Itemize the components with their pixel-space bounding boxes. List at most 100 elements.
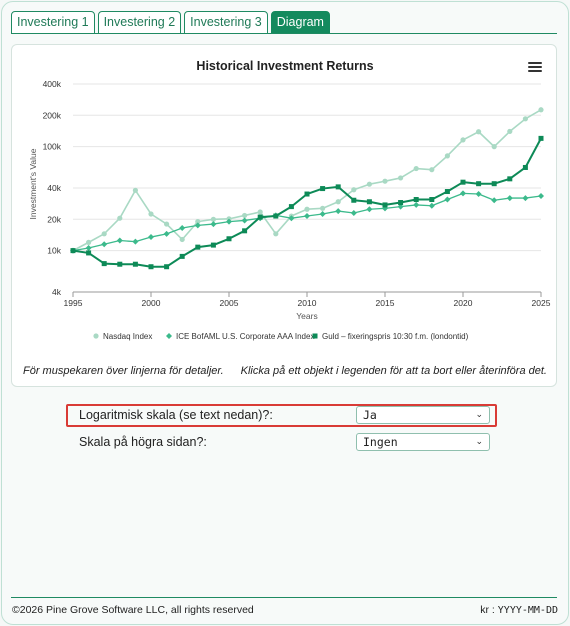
data-point bbox=[226, 218, 232, 225]
y-tick-label: 4k bbox=[52, 287, 62, 297]
data-point bbox=[116, 237, 123, 244]
x-tick-label: 2020 bbox=[454, 298, 473, 308]
data-point bbox=[242, 228, 248, 234]
data-point bbox=[132, 187, 138, 193]
data-point bbox=[86, 250, 92, 256]
data-point bbox=[476, 181, 482, 187]
data-point bbox=[491, 197, 498, 204]
x-tick-label: 1995 bbox=[64, 298, 83, 308]
data-point bbox=[179, 236, 185, 243]
data-point bbox=[319, 210, 326, 217]
data-point bbox=[460, 179, 466, 185]
data-point bbox=[226, 236, 232, 242]
data-point bbox=[132, 238, 139, 245]
data-point bbox=[179, 253, 185, 259]
right-scale-select[interactable]: Ingen ⌄ bbox=[356, 433, 490, 451]
data-point bbox=[304, 213, 310, 220]
data-point bbox=[444, 189, 450, 195]
data-point bbox=[350, 209, 357, 216]
series-1 bbox=[70, 107, 544, 254]
highlight-box bbox=[66, 404, 497, 427]
x-tick-label: 2015 bbox=[376, 298, 395, 308]
legend-marker bbox=[166, 333, 172, 339]
data-point bbox=[413, 165, 419, 172]
y-tick-label: 100k bbox=[43, 142, 62, 152]
data-point bbox=[382, 178, 388, 184]
tab-investering-2[interactable]: Investering 2 bbox=[97, 11, 182, 34]
tab-divider bbox=[11, 33, 557, 34]
data-point bbox=[101, 241, 108, 248]
log-scale-select[interactable]: Ja ⌄ bbox=[356, 406, 490, 424]
data-point bbox=[273, 213, 279, 219]
data-point bbox=[444, 196, 451, 203]
data-point bbox=[320, 205, 326, 211]
data-point bbox=[117, 215, 123, 221]
y-tick-label: 10k bbox=[47, 246, 61, 256]
data-point bbox=[429, 197, 435, 203]
right-scale-option: Skala på högra sidan?: Ingen ⌄ bbox=[69, 433, 495, 453]
tab-investering-1[interactable]: Investering 1 bbox=[11, 11, 95, 34]
x-tick-label: 2010 bbox=[298, 298, 317, 308]
legend-marker bbox=[93, 333, 99, 339]
data-point bbox=[242, 212, 248, 219]
data-point bbox=[460, 190, 466, 197]
currency-date-info: kr : YYYY-MM-DD bbox=[480, 604, 558, 616]
data-point bbox=[163, 230, 170, 237]
legend-label: Guld – fixeringspris 10:30 f.m. (londont… bbox=[322, 332, 469, 341]
y-tick-label: 20k bbox=[47, 214, 61, 224]
data-point bbox=[476, 129, 482, 135]
data-point bbox=[86, 239, 92, 245]
data-point bbox=[413, 201, 420, 208]
data-point bbox=[288, 204, 294, 210]
data-point bbox=[70, 248, 76, 254]
data-point bbox=[148, 211, 154, 217]
chart: Historical Investment Returns 4k 10k 20k 40k… bbox=[28, 59, 551, 341]
data-point bbox=[522, 195, 529, 202]
data-point bbox=[195, 219, 201, 225]
data-point bbox=[522, 116, 528, 122]
data-point bbox=[101, 231, 107, 237]
data-point bbox=[366, 206, 373, 213]
data-point bbox=[538, 193, 544, 200]
data-point bbox=[475, 191, 482, 198]
data-point bbox=[507, 128, 513, 135]
data-point bbox=[148, 264, 154, 270]
data-point bbox=[241, 217, 248, 224]
legend-item-3[interactable]: Guld – fixeringspris 10:30 f.m. (londont… bbox=[312, 332, 469, 341]
legend-item-1[interactable]: Nasdaq Index bbox=[93, 332, 152, 341]
data-point bbox=[382, 202, 388, 208]
data-point bbox=[194, 222, 201, 229]
data-point bbox=[522, 164, 528, 170]
legend-label: ICE BofAML U.S. Corporate AAA Index bbox=[176, 332, 314, 341]
chart-card: Historical Investment Returns 4k 10k 20k 40k… bbox=[11, 44, 557, 387]
data-point bbox=[460, 137, 466, 143]
data-point bbox=[85, 244, 92, 251]
legend-item-2[interactable]: ICE BofAML U.S. Corporate AAA Index bbox=[166, 332, 314, 341]
data-point bbox=[428, 202, 435, 209]
right-scale-value: Ingen bbox=[363, 435, 398, 449]
series-3 bbox=[70, 135, 544, 270]
data-point bbox=[444, 153, 450, 159]
data-point bbox=[288, 215, 295, 222]
tab-diagram[interactable]: Diagram bbox=[270, 11, 330, 34]
x-tick-label: 2005 bbox=[220, 298, 239, 308]
data-point bbox=[273, 231, 279, 237]
y-tick-label: 40k bbox=[47, 183, 61, 193]
tab-investering-3[interactable]: Investering 3 bbox=[184, 11, 268, 34]
data-point bbox=[538, 107, 544, 113]
legend-marker bbox=[312, 333, 318, 339]
data-point bbox=[351, 187, 357, 193]
data-point bbox=[398, 200, 404, 206]
data-point bbox=[335, 199, 341, 205]
hamburger-menu-icon[interactable] bbox=[528, 62, 542, 74]
x-axis-title: Years bbox=[296, 311, 317, 321]
legend-label: Nasdaq Index bbox=[103, 332, 152, 341]
data-point bbox=[397, 203, 404, 210]
data-point bbox=[304, 206, 310, 212]
data-point bbox=[117, 261, 123, 267]
x-tick-label: 2000 bbox=[142, 298, 161, 308]
data-point bbox=[351, 197, 357, 203]
data-point bbox=[413, 197, 419, 203]
data-point bbox=[538, 135, 544, 141]
log-scale-label: Logaritmisk skala (se text nedan)?: bbox=[79, 408, 273, 422]
